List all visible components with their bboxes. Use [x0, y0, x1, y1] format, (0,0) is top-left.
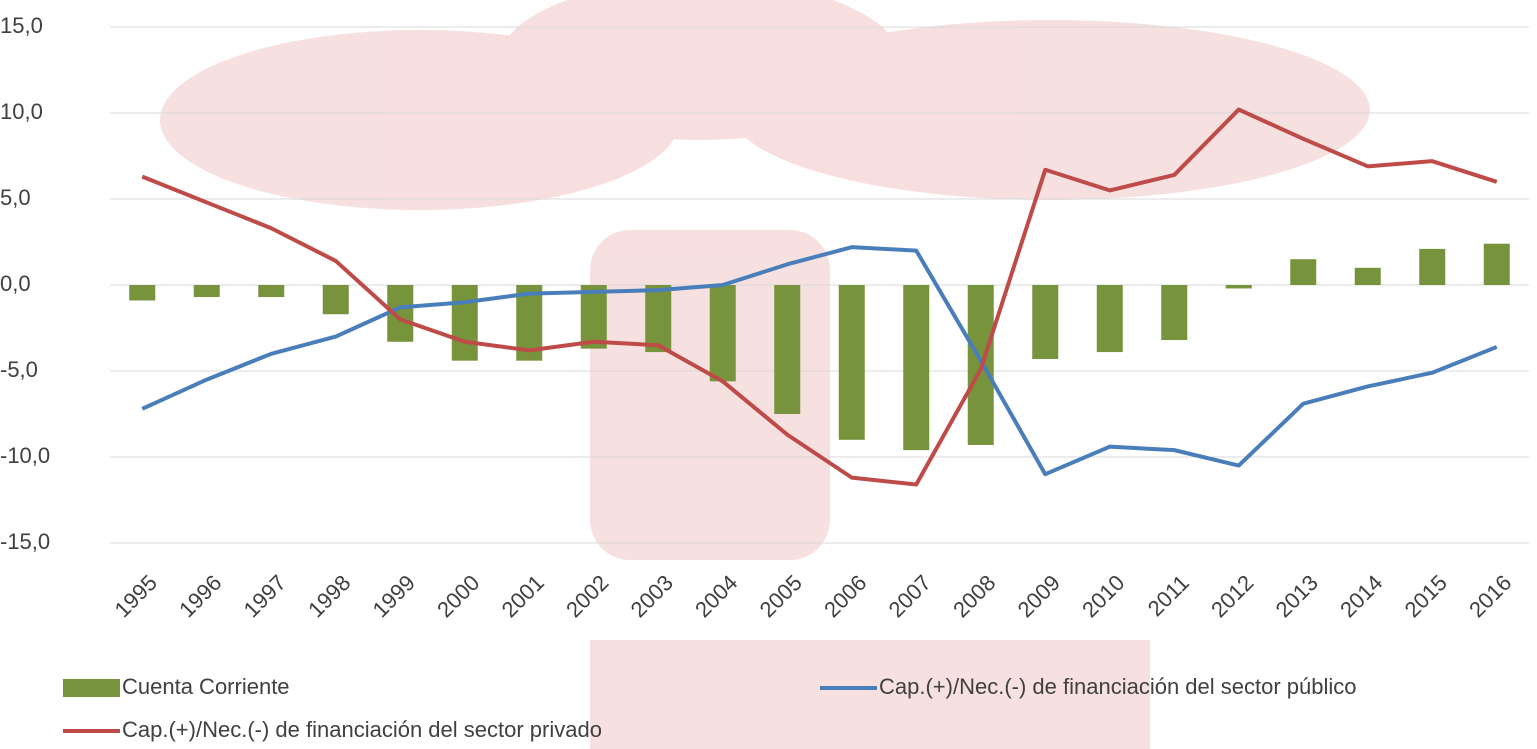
legend-label: Cap.(+)/Nec.(-) de financiación del sect… — [122, 717, 602, 742]
y-tick-label: -10,0 — [0, 443, 50, 468]
y-tick-label: 10,0 — [0, 99, 43, 124]
x-tick-label: 2013 — [1271, 570, 1323, 622]
x-tick-label: 2010 — [1077, 570, 1129, 622]
bar — [194, 285, 220, 297]
x-tick-label: 2007 — [884, 570, 936, 622]
y-tick-label: 0,0 — [0, 271, 31, 296]
legend-label: Cap.(+)/Nec.(-) de financiación del sect… — [879, 674, 1357, 699]
x-tick-label: 2014 — [1335, 570, 1387, 622]
watermark — [160, 0, 1370, 749]
legend-swatch — [63, 679, 120, 697]
page: {"chart_data": {"type": "bar", "categori… — [0, 0, 1537, 749]
bar — [1355, 268, 1381, 285]
x-tick-label: 2003 — [626, 570, 678, 622]
bar — [839, 285, 865, 440]
x-tick-label: 2015 — [1400, 570, 1452, 622]
bar — [1226, 285, 1252, 288]
x-tick-label: 1997 — [239, 570, 291, 622]
x-tick-label: 2011 — [1143, 570, 1194, 621]
x-tick-label: 1996 — [174, 570, 226, 622]
bar — [452, 285, 478, 361]
bar — [1290, 259, 1316, 285]
bar — [129, 285, 155, 300]
x-tick-label: 1999 — [368, 570, 420, 622]
bar — [1161, 285, 1187, 340]
bar — [710, 285, 736, 381]
x-tick-label: 2008 — [948, 570, 1000, 622]
x-tick-label: 2001 — [497, 570, 549, 622]
bar — [774, 285, 800, 414]
x-tick-label: 2016 — [1464, 570, 1516, 622]
bar — [1419, 249, 1445, 285]
chart: -15,0 -10,0 -5,0 0,0 5,0 10,0 15,0 199519961997… — [0, 0, 1537, 749]
x-tick-label: 2000 — [432, 570, 484, 622]
x-tick-label: 2012 — [1206, 570, 1258, 622]
bar — [323, 285, 349, 314]
x-tick-label: 2005 — [755, 570, 807, 622]
y-tick-label: -5,0 — [0, 357, 38, 382]
y-tick-label: -15,0 — [0, 529, 50, 554]
legend-label: Cuenta Corriente — [122, 674, 290, 699]
x-tick-label: 1998 — [303, 570, 355, 622]
bar — [1484, 244, 1510, 285]
bar — [258, 285, 284, 297]
bar — [645, 285, 671, 352]
x-tick-label: 2002 — [561, 570, 613, 622]
y-tick-label: 5,0 — [0, 185, 31, 210]
bar — [903, 285, 929, 450]
bar — [1097, 285, 1123, 352]
bar — [1032, 285, 1058, 359]
x-tick-label: 2004 — [690, 570, 742, 622]
x-tick-label: 1995 — [110, 570, 162, 622]
x-tick-label: 2006 — [819, 570, 871, 622]
y-tick-label: 15,0 — [0, 13, 43, 38]
bar — [581, 285, 607, 349]
x-tick-label: 2009 — [1013, 570, 1065, 622]
